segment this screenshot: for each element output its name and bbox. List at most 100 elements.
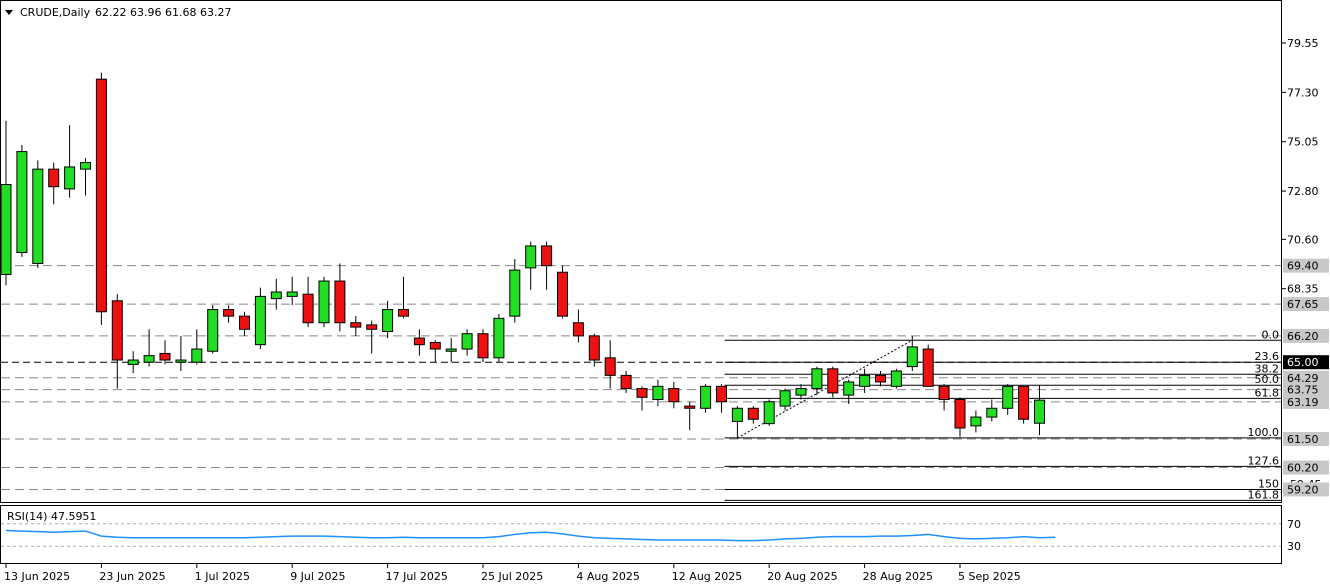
bearish-candle-body	[938, 385, 950, 401]
price-level-label: 65.00	[1287, 356, 1319, 369]
time-axis: 13 Jun 2025 23 Jun 2025 1 Jul 2025 9 Jul 20…	[4, 564, 1021, 583]
bearish-candle-body	[302, 293, 314, 324]
bullish-candle-body	[986, 407, 998, 418]
bullish-candle-body	[64, 166, 76, 190]
price-tick-label: 70.60	[1287, 233, 1319, 246]
bullish-candle-body	[890, 370, 902, 387]
bullish-candle-body	[270, 291, 282, 300]
price-level-tag	[1283, 394, 1329, 409]
price-level-tag	[1283, 328, 1329, 343]
bullish-candle-body	[286, 291, 298, 297]
price-level-tag	[1283, 382, 1329, 397]
price-tick-label: 79.55	[1287, 37, 1319, 50]
bearish-candle-body	[111, 300, 123, 361]
candles-layer	[0, 72, 1045, 439]
fibonacci-level-label: 23.6	[1255, 350, 1280, 363]
bearish-candle-body	[350, 322, 362, 328]
bearish-candle-body	[159, 352, 171, 361]
time-tick-label: 25 Jul 2025	[481, 570, 543, 583]
bearish-candle-body	[668, 388, 680, 403]
bullish-candle-body	[80, 162, 91, 170]
bullish-candle-body	[461, 333, 473, 350]
horizontal-levels-layer	[1, 265, 1281, 490]
price-level-label: 60.20	[1287, 462, 1319, 475]
time-tick-label: 5 Sep 2025	[958, 570, 1021, 583]
bullish-candle-body	[16, 151, 28, 254]
bullish-candle-body	[731, 407, 743, 422]
bullish-candle-body	[1002, 385, 1014, 409]
price-level-tag	[1283, 482, 1329, 497]
rsi-layer	[1, 523, 1281, 547]
bullish-candle-body	[127, 359, 139, 365]
bullish-candle-body	[0, 184, 12, 275]
price-level-label: 59.20	[1287, 483, 1319, 496]
time-tick-label: 9 Jul 2025	[290, 570, 345, 583]
bearish-candle-body	[239, 315, 250, 330]
bearish-candle-body	[334, 280, 346, 324]
time-tick-label: 1 Jul 2025	[195, 570, 250, 583]
bullish-candle-body	[32, 168, 44, 264]
price-level-label: 69.40	[1287, 260, 1319, 273]
bearish-candle-body	[398, 309, 409, 317]
bullish-candle-body	[175, 359, 187, 363]
bearish-candle-body	[429, 341, 441, 350]
bearish-candle-body	[95, 78, 107, 313]
bearish-candle-body	[636, 388, 648, 398]
price-level-label: 64.29	[1287, 372, 1319, 385]
bullish-candle-body	[859, 374, 871, 387]
bearish-candle-body	[366, 324, 378, 330]
time-tick-label: 23 Jun 2025	[99, 570, 165, 583]
bullish-candle-body	[700, 385, 712, 409]
bullish-candle-body	[207, 309, 219, 352]
rsi-line	[5, 529, 1056, 542]
bearish-candle-body	[223, 309, 235, 317]
ohlc-values: 62.22 63.96 61.68 63.27	[95, 6, 231, 19]
fibonacci-level-label: 0.0	[1262, 328, 1280, 341]
price-level-label: 63.75	[1287, 384, 1319, 397]
price-level-tag	[1283, 460, 1329, 475]
fibonacci-level-label: 150	[1258, 477, 1279, 490]
price-tick-label: 77.30	[1287, 86, 1319, 99]
price-level-tag	[1283, 432, 1329, 446]
bullish-candle-body	[795, 388, 807, 396]
time-tick-label: 12 Aug 2025	[672, 570, 742, 583]
price-tick-label: 75.05	[1287, 136, 1319, 149]
bullish-candle-body	[493, 317, 505, 359]
bearish-candle-body	[477, 333, 489, 359]
price-level-label: 61.50	[1287, 433, 1319, 446]
fibonacci-level-label: 161.8	[1248, 488, 1280, 501]
bullish-candle-body	[525, 245, 537, 269]
bullish-candle-body	[254, 295, 266, 346]
price-level-label: 66.20	[1287, 330, 1319, 343]
bearish-candle-body	[48, 168, 60, 188]
bullish-candle-body	[191, 348, 203, 363]
bearish-candle-body	[875, 374, 886, 383]
price-level-label: 63.19	[1287, 396, 1319, 409]
main-chart-frame	[0, 0, 1282, 503]
bullish-candle-body	[970, 416, 982, 427]
time-tick-label: 20 Aug 2025	[767, 570, 837, 583]
bearish-candle-body	[588, 335, 600, 361]
fibonacci-level-label: 50.0	[1255, 373, 1280, 386]
fibonacci-level-label: 127.6	[1248, 454, 1280, 467]
symbol-menu-triangle-icon[interactable]	[5, 10, 13, 15]
bullish-candle-body	[763, 401, 775, 425]
bearish-candle-body	[1018, 385, 1030, 420]
rsi-tick-label: 70	[1287, 518, 1301, 531]
bearish-candle-body	[620, 374, 632, 390]
bearish-candle-body	[922, 348, 934, 387]
price-level-tag	[1283, 370, 1329, 385]
bullish-candle-body	[509, 269, 521, 317]
bearish-candle-body	[716, 385, 727, 403]
fibonacci-level-label: 61.8	[1255, 386, 1280, 399]
bullish-candle-body	[1034, 399, 1045, 424]
price-axis: 79.55 77.30 75.05 72.80 70.60 68.35 69.40 67.65…	[1282, 37, 1329, 553]
price-level-tag	[1283, 297, 1329, 312]
price-level-tag	[1283, 258, 1329, 273]
bullish-candle-body	[318, 280, 330, 324]
bearish-candle-body	[604, 357, 616, 376]
price-level-tag	[1283, 355, 1329, 370]
rsi-tick-label: 30	[1287, 540, 1301, 553]
